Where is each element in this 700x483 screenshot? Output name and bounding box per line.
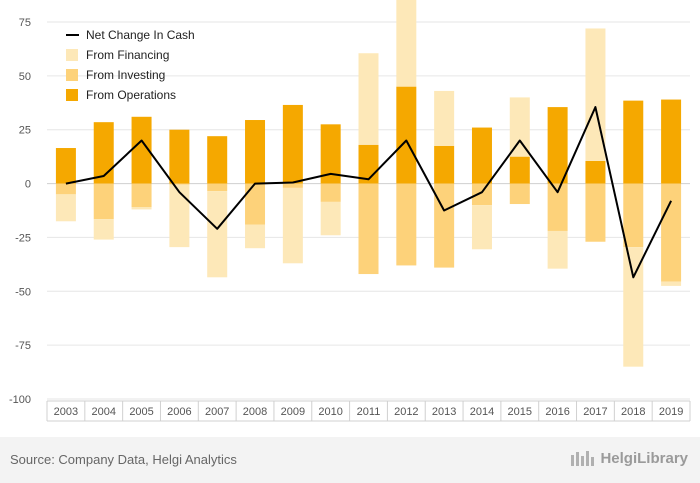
bars — [55, 0, 682, 367]
bar-from-financing-2009 — [282, 187, 303, 264]
bar-from-operations-2008 — [245, 120, 266, 184]
x-tick-label: 2015 — [508, 406, 532, 418]
legend-swatch — [66, 69, 78, 81]
footer: Source: Company Data, Helgi Analytics He… — [0, 437, 700, 483]
bar-from-investing-2011 — [358, 183, 379, 275]
y-tick-label: 50 — [19, 71, 31, 83]
y-tick-label: -100 — [9, 394, 31, 406]
x-axis: 2003 2004 2005 2006 2007 2008 2009 2010 2011 2012… — [46, 400, 691, 422]
x-tick-label: 2012 — [394, 406, 418, 418]
bar-from-investing-2003 — [55, 183, 76, 195]
bar-from-operations-2010 — [320, 124, 341, 184]
bar-from-operations-2006 — [169, 129, 190, 184]
x-tick-label: 2005 — [129, 406, 153, 418]
brand-name: HelgiLibrary — [600, 449, 688, 467]
bar-from-financing-2019 — [661, 281, 682, 286]
bar-from-investing-2013 — [434, 183, 455, 268]
bar-from-investing-2004 — [93, 183, 114, 220]
bar-from-financing-2013 — [434, 90, 455, 146]
bar-from-operations-2015 — [509, 156, 530, 184]
x-tick-label: 2018 — [621, 406, 645, 418]
y-tick-label: -25 — [15, 232, 31, 244]
brand-logo: HelgiLibrary — [570, 449, 688, 467]
x-tick-label: 2017 — [583, 406, 607, 418]
legend-label: From Investing — [86, 68, 165, 82]
bar-from-financing-2015 — [509, 97, 530, 157]
legend-label: Net Change In Cash — [86, 28, 195, 42]
x-tick-label: 2007 — [205, 406, 229, 418]
y-tick-label: 0 — [25, 179, 31, 191]
bar-from-operations-2017 — [585, 160, 606, 184]
bar-from-investing-2007 — [207, 183, 228, 192]
x-tick-label: 2008 — [243, 406, 267, 418]
y-axis-ticks: 75 50 25 0 -25 -50 -75 -100 — [9, 17, 31, 406]
legend-label: From Operations — [86, 88, 176, 102]
bar-from-operations-2018 — [623, 100, 644, 184]
bar-from-operations-2014 — [471, 127, 492, 184]
x-tick-label: 2010 — [318, 406, 342, 418]
x-tick-label: 2013 — [432, 406, 456, 418]
bar-from-investing-2016 — [547, 183, 568, 231]
y-tick-label: -75 — [15, 340, 31, 352]
bar-from-investing-2005 — [131, 183, 152, 208]
bar-from-financing-2004 — [93, 219, 114, 240]
bar-from-operations-2013 — [434, 145, 455, 184]
bar-from-operations-2012 — [396, 86, 417, 184]
bar-from-investing-2009 — [282, 183, 303, 188]
bar-from-investing-2012 — [396, 183, 417, 266]
bar-from-financing-2016 — [547, 230, 568, 269]
y-tick-label: 25 — [19, 125, 31, 137]
x-tick-label: 2014 — [470, 406, 494, 418]
bar-from-investing-2010 — [320, 183, 341, 202]
bar-from-investing-2015 — [509, 183, 530, 205]
bar-from-operations-2009 — [282, 104, 303, 184]
bar-from-financing-2008 — [245, 224, 266, 249]
x-tick-label: 2009 — [281, 406, 305, 418]
bar-from-financing-2007 — [207, 191, 228, 278]
y-tick-label: -50 — [15, 286, 31, 298]
library-icon — [571, 451, 595, 466]
bar-from-operations-2003 — [55, 148, 76, 184]
legend-swatch — [66, 89, 78, 101]
bar-from-financing-2003 — [55, 194, 76, 222]
x-tick-label: 2016 — [545, 406, 569, 418]
legend-item: From Operations — [66, 88, 176, 102]
bar-from-investing-2006 — [169, 183, 190, 185]
bar-from-investing-2017 — [585, 183, 606, 242]
bar-from-financing-2005 — [131, 207, 152, 210]
bar-from-investing-2018 — [623, 183, 644, 248]
legend: Net Change In Cash From Financing From Inv… — [66, 28, 195, 102]
bar-from-operations-2007 — [207, 136, 228, 184]
y-tick-label: 75 — [19, 17, 31, 29]
legend-item: From Financing — [66, 48, 169, 62]
legend-swatch — [66, 49, 78, 61]
bar-from-operations-2005 — [131, 116, 152, 184]
bar-from-financing-2012 — [396, 0, 417, 87]
x-tick-label: 2003 — [54, 406, 78, 418]
bar-from-operations-2019 — [661, 99, 682, 184]
x-tick-label: 2019 — [659, 406, 683, 418]
net-change-line-layer — [65, 106, 672, 279]
x-tick-label: 2011 — [357, 406, 381, 418]
legend-item: Net Change In Cash — [66, 28, 195, 42]
bar-from-investing-2008 — [245, 183, 266, 225]
legend-label: From Financing — [86, 48, 169, 62]
bar-from-financing-2006 — [169, 184, 190, 248]
bar-from-operations-2016 — [547, 107, 568, 184]
source-note: Source: Company Data, Helgi Analytics — [10, 452, 237, 467]
bar-from-financing-2010 — [320, 201, 341, 236]
x-tick-label: 2004 — [91, 406, 115, 418]
bar-from-financing-2018 — [623, 247, 644, 367]
x-tick-label: 2006 — [167, 406, 191, 418]
legend-item: From Investing — [66, 68, 165, 82]
bar-from-investing-2014 — [471, 183, 492, 206]
bar-from-financing-2014 — [471, 205, 492, 250]
bar-from-operations-2004 — [93, 122, 114, 184]
bar-from-investing-2019 — [661, 183, 682, 282]
bar-from-financing-2011 — [358, 53, 379, 145]
